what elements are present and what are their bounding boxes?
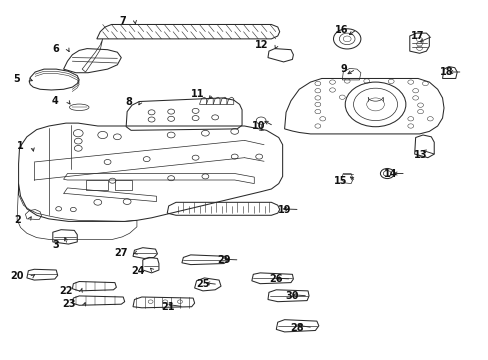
Text: 29: 29 xyxy=(217,255,230,265)
Text: 11: 11 xyxy=(190,89,204,99)
Text: 16: 16 xyxy=(334,24,347,35)
Text: 10: 10 xyxy=(251,121,264,131)
Text: 5: 5 xyxy=(13,74,20,84)
Text: 30: 30 xyxy=(285,291,299,301)
Text: 15: 15 xyxy=(333,176,346,186)
Text: 12: 12 xyxy=(254,40,267,50)
Text: 8: 8 xyxy=(125,96,132,107)
Text: 2: 2 xyxy=(14,215,20,225)
Text: 19: 19 xyxy=(277,204,290,215)
Text: 22: 22 xyxy=(59,286,72,296)
Text: 21: 21 xyxy=(161,302,175,312)
Text: 1: 1 xyxy=(17,141,23,151)
Text: 26: 26 xyxy=(268,274,282,284)
Text: 20: 20 xyxy=(10,271,23,282)
Text: 25: 25 xyxy=(195,279,209,289)
Text: 18: 18 xyxy=(439,67,453,77)
Text: 27: 27 xyxy=(114,248,128,258)
Text: 17: 17 xyxy=(410,31,424,41)
Text: 4: 4 xyxy=(52,96,59,106)
Text: 3: 3 xyxy=(52,240,59,250)
Text: 7: 7 xyxy=(119,16,126,26)
Bar xyxy=(115,180,132,190)
Text: 9: 9 xyxy=(340,64,346,74)
Text: 6: 6 xyxy=(52,44,59,54)
Text: 13: 13 xyxy=(413,150,427,160)
Bar xyxy=(85,180,107,190)
Text: 24: 24 xyxy=(130,266,144,276)
Text: 14: 14 xyxy=(383,168,396,179)
Text: 28: 28 xyxy=(290,323,304,333)
Text: 23: 23 xyxy=(62,299,76,309)
